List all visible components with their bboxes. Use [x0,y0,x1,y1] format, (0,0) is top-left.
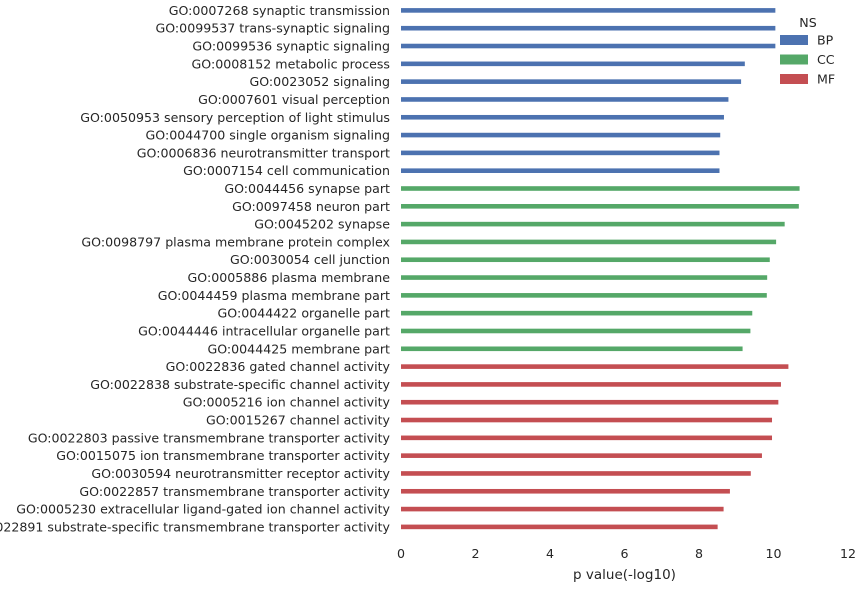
bars-layer [401,8,800,530]
category-label: GO:0006836 neurotransmitter transport [137,145,390,160]
category-label: GO:0022857 transmembrane transporter act… [79,484,390,499]
x-tick-label: 10 [765,546,781,561]
bar-mf [401,524,718,530]
legend-label-cc: CC [817,52,835,67]
category-label: GO:0022838 substrate-specific channel ac… [90,377,390,392]
bar-cc [401,257,770,263]
category-label: GO:0005216 ion channel activity [183,395,391,410]
category-label: GO:0099536 synaptic signaling [192,39,390,54]
bar-mf [401,488,730,494]
bar-mf [401,364,789,369]
legend-swatch-bp [780,35,808,45]
x-tick-label: 0 [397,546,405,561]
bar-bp [401,97,729,102]
category-label: GO:0015267 channel activity [206,413,391,428]
category-label: GO:0005886 plasma membrane [188,270,391,285]
x-tick-label: 4 [546,546,554,561]
bar-cc [401,328,751,334]
bar-mf [401,471,751,476]
category-label: GO:0044422 organelle part [218,306,391,321]
bar-mf [401,506,724,512]
bar-mf [401,453,762,458]
category-label: GO:0045202 synapse [254,217,390,232]
legend-swatch-cc [780,54,808,65]
category-label: GO:0015075 ion transmembrane transporter… [56,448,390,463]
bar-cc [401,275,768,280]
bar-cc [401,346,743,352]
bar-bp [401,8,776,13]
category-label: GO:0030054 cell junction [230,252,390,267]
category-label: GO:0099537 trans-synaptic signaling [155,21,390,36]
bar-bp [401,132,721,138]
x-tick-label: 2 [471,546,479,561]
legend-title: NS [799,15,816,30]
bar-bp [401,79,742,84]
category-label: GO:0022836 gated channel activity [166,359,391,374]
category-label: GO:0044700 single organism signaling [146,128,390,143]
x-tick-label: 6 [620,546,628,561]
bar-mf [401,435,773,441]
bar-bp [401,168,720,173]
bar-bp [401,150,720,156]
category-label: GO:0007154 cell communication [183,163,390,178]
bar-cc [401,239,777,245]
category-label: GO:0044446 intracellular organelle part [138,323,390,338]
category-label: GO:0098797 plasma membrane protein compl… [81,234,390,249]
bar-bp [401,43,776,49]
bar-bp [401,114,724,120]
legend-label-mf: MF [817,72,835,87]
bar-cc [401,186,800,191]
bar-mf [401,399,779,405]
category-label: GO:0044456 synapse part [224,181,390,196]
category-label: GO:0022891 substrate-specific transmembr… [0,519,391,534]
bar-cc [401,293,767,298]
category-label: GO:0023052 signaling [249,74,390,89]
category-label: GO:0050953 sensory perception of light s… [80,110,390,125]
category-label: GO:0005230 extracellular ligand-gated io… [16,502,390,517]
category-label: GO:0030594 neurotransmitter receptor act… [91,466,390,481]
x-axis-title: p value(-log10) [573,567,676,583]
category-label: GO:0022803 passive transmembrane transpo… [28,430,391,445]
category-label: GO:0044425 membrane part [207,341,390,356]
category-label: GO:0007601 visual perception [198,92,390,107]
bar-cc [401,204,799,209]
category-labels: GO:0007268 synaptic transmission GO:00995… [0,3,391,534]
x-tick-label: 8 [695,546,703,561]
category-label: GO:0097458 neuron part [232,199,390,214]
legend-label-bp: BP [817,33,834,48]
x-tick-label: 12 [840,546,856,561]
legend: NS BP CC MF [780,15,835,87]
legend-swatch-mf [780,74,808,84]
category-label: GO:0008152 metabolic process [192,56,390,71]
bar-cc [401,310,753,316]
bar-mf [401,382,781,387]
category-label: GO:0007268 synaptic transmission [169,3,390,18]
category-label: GO:0044459 plasma membrane part [158,288,390,303]
bar-bp [401,61,745,67]
bar-cc [401,221,785,227]
x-axis-ticks: 0 2 4 6 8 10 12 [397,546,856,561]
bar-bp [401,25,776,31]
bar-mf [401,417,773,423]
